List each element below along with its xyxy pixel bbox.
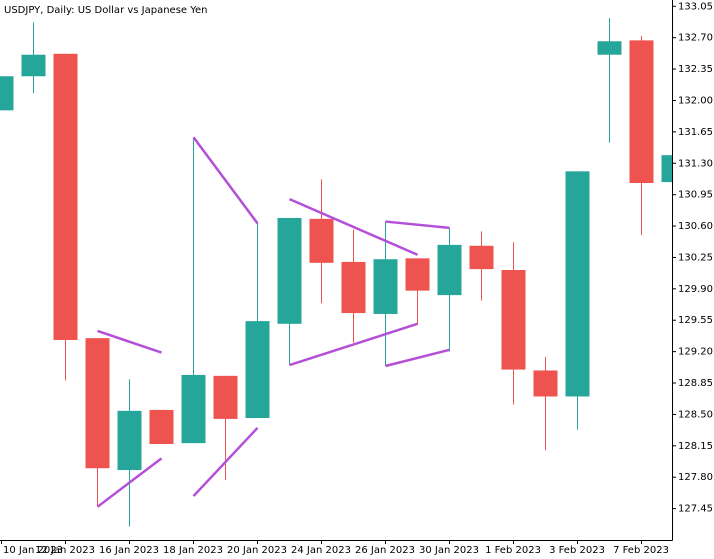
candle-body — [469, 245, 494, 270]
pattern-line — [385, 348, 450, 368]
candle-body — [629, 40, 654, 183]
y-tick-label: 132.35 — [678, 64, 713, 75]
x-tick-label: 12 Jan 2023 — [35, 545, 95, 556]
x-tick-label: 3 Feb 2023 — [549, 545, 605, 556]
candle-body — [85, 338, 110, 469]
candle-body — [117, 410, 142, 471]
y-tick-label: 128.85 — [678, 378, 713, 389]
chart-title: USDJPY, Daily: US Dollar vs Japanese Yen — [4, 5, 208, 16]
candle-body — [277, 217, 302, 324]
y-tick-label: 129.20 — [678, 347, 713, 358]
candle-body — [213, 375, 238, 419]
x-tick-label: 26 Jan 2023 — [355, 545, 415, 556]
candle-body — [341, 261, 366, 314]
x-tick-label: 20 Jan 2023 — [227, 545, 287, 556]
y-tick-label: 132.70 — [678, 33, 713, 44]
y-tick-label: 130.95 — [678, 190, 713, 201]
candle-body — [181, 374, 206, 444]
plot-area — [0, 17, 672, 527]
candle-body — [597, 41, 622, 55]
candle-body — [565, 171, 590, 397]
y-tick-label: 129.55 — [678, 315, 713, 326]
candle-body — [533, 370, 558, 397]
y-tick-label: 132.00 — [678, 95, 713, 106]
pattern-line — [385, 220, 450, 230]
candle-body — [309, 218, 334, 263]
pattern-line — [289, 322, 418, 367]
x-tick-label: 7 Feb 2023 — [613, 545, 669, 556]
x-tick-label: 24 Jan 2023 — [291, 545, 351, 556]
candle-body — [501, 270, 526, 370]
pattern-line — [97, 329, 162, 354]
y-tick-label: 129.90 — [678, 284, 713, 295]
y-tick-label: 130.60 — [678, 221, 713, 232]
candle-body — [661, 155, 672, 183]
candle-body — [245, 321, 270, 419]
candle-body — [0, 76, 14, 111]
x-tick-label: 18 Jan 2023 — [163, 545, 223, 556]
x-tick-label: 10 Jan 2023 — [3, 545, 63, 556]
pattern-line — [192, 427, 259, 497]
candle-body — [53, 53, 78, 340]
y-tick-label: 127.80 — [678, 472, 713, 483]
candle-body — [405, 258, 430, 291]
y-tick-label: 128.15 — [678, 441, 713, 452]
candle-body — [149, 409, 174, 445]
y-tick-label: 131.30 — [678, 158, 713, 169]
x-tick-label: 16 Jan 2023 — [99, 545, 159, 556]
y-tick-label: 127.45 — [678, 504, 713, 515]
y-tick-label: 131.65 — [678, 127, 713, 138]
candle-body — [373, 259, 398, 314]
pattern-line — [192, 136, 259, 225]
candle-body — [437, 244, 462, 296]
pattern-line — [289, 197, 418, 256]
candle-body — [21, 54, 46, 77]
pattern-line — [96, 457, 163, 508]
y-tick-label: 130.25 — [678, 252, 713, 263]
y-tick-label: 133.05 — [678, 1, 713, 12]
x-tick-label: 30 Jan 2023 — [419, 545, 479, 556]
y-tick-label: 128.50 — [678, 409, 713, 420]
x-tick-label: 1 Feb 2023 — [485, 545, 541, 556]
